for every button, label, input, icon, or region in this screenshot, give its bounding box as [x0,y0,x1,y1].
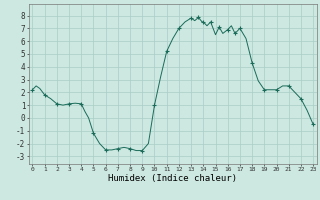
X-axis label: Humidex (Indice chaleur): Humidex (Indice chaleur) [108,174,237,183]
